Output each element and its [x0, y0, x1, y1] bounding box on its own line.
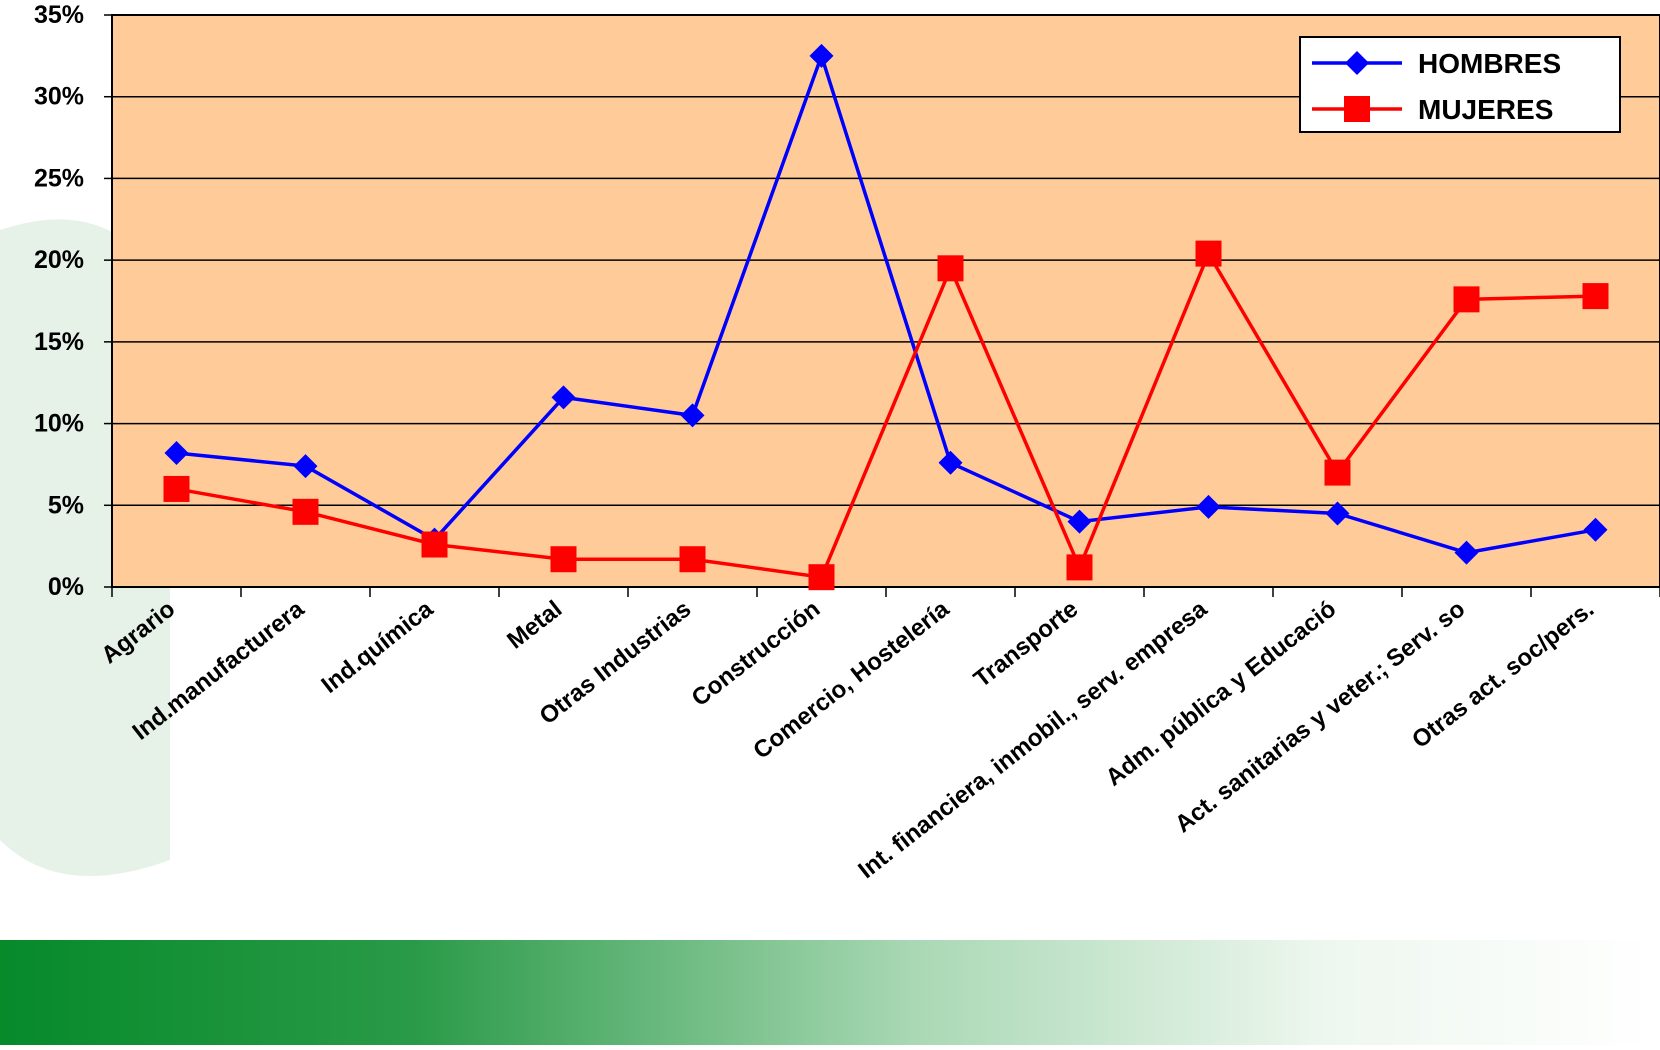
legend-label: HOMBRES [1418, 48, 1561, 79]
marker [1582, 283, 1609, 310]
series-line [176, 249, 1596, 580]
marker [1195, 240, 1222, 267]
marker [1344, 96, 1370, 122]
y-tick-label: 35% [34, 1, 84, 29]
series-line [176, 50, 1596, 555]
marker [680, 403, 705, 428]
marker [421, 531, 448, 558]
marker [292, 498, 319, 525]
y-tick-label: 5% [48, 491, 84, 519]
x-tick-label: Adm. pública y Educació [1101, 595, 1341, 791]
marker [1583, 517, 1608, 542]
marker [1324, 459, 1351, 486]
marker [550, 546, 577, 573]
marker [1066, 554, 1093, 581]
marker [1067, 509, 1092, 534]
legend-label: MUJERES [1418, 94, 1553, 125]
x-tick-label: Transporte [969, 595, 1083, 693]
y-tick-label: 0% [48, 573, 84, 601]
marker [808, 564, 835, 591]
marker [1196, 494, 1221, 519]
x-tick-label: Construcción [687, 595, 826, 712]
marker [1325, 501, 1350, 526]
marker [938, 450, 963, 475]
x-tick-label: Metal [502, 595, 567, 654]
y-tick-label: 30% [34, 83, 84, 111]
footer-band [0, 940, 1660, 1045]
marker [1454, 540, 1479, 565]
marker [809, 43, 834, 68]
marker [164, 440, 189, 465]
marker [293, 454, 318, 479]
marker [551, 385, 576, 410]
marker [679, 546, 706, 573]
x-tick-label: Ind.química [316, 595, 438, 699]
marker [937, 255, 964, 282]
marker [1345, 51, 1369, 75]
y-tick-label: 20% [34, 246, 84, 274]
y-tick-label: 25% [34, 164, 84, 192]
y-tick-label: 15% [34, 328, 84, 356]
marker [1453, 286, 1480, 313]
y-tick-label: 10% [34, 410, 84, 438]
marker [163, 475, 190, 502]
